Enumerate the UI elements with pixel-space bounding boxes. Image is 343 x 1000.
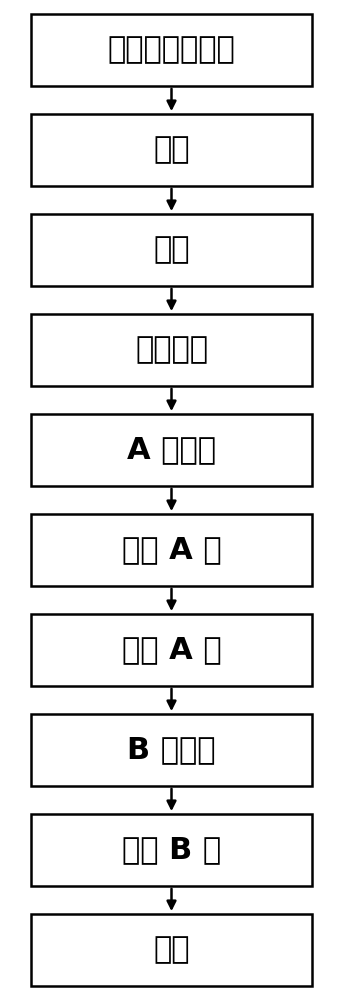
Bar xyxy=(31,114,312,186)
Bar xyxy=(31,14,312,86)
Text: B 面研磨: B 面研磨 xyxy=(127,736,216,764)
Text: A 面研磨: A 面研磨 xyxy=(127,436,216,464)
Text: 光胶 A 面: 光胶 A 面 xyxy=(122,636,221,664)
Bar xyxy=(31,214,312,286)
Bar xyxy=(31,814,312,886)
Text: 切片: 切片 xyxy=(153,135,190,164)
Text: 圆柱形毛坏材料: 圆柱形毛坏材料 xyxy=(108,35,235,64)
Text: 双面研磨: 双面研磨 xyxy=(135,336,208,364)
Bar xyxy=(31,314,312,386)
Text: 退火: 退火 xyxy=(153,235,190,264)
Bar xyxy=(31,414,312,486)
Bar xyxy=(31,914,312,986)
Text: 环招 B 面: 环招 B 面 xyxy=(122,836,221,864)
Text: 成片: 成片 xyxy=(153,936,190,964)
Text: 环招 A 面: 环招 A 面 xyxy=(122,536,221,564)
Bar xyxy=(31,714,312,786)
Bar xyxy=(31,614,312,686)
Bar xyxy=(31,514,312,586)
